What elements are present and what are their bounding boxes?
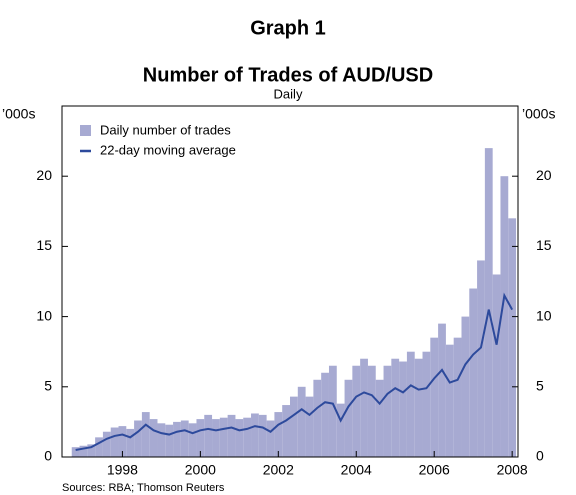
bar [344,379,353,457]
bar [461,316,470,457]
x-tick-label: 2004 [341,462,372,478]
bar [352,365,361,457]
frequency: Daily [274,86,303,101]
bar [258,414,267,457]
bar [173,421,181,457]
plot-frame [61,105,519,458]
bar [414,358,423,457]
bar [391,358,400,457]
bar [79,445,88,457]
y2-unit: ’000s [522,106,555,122]
bar [492,274,501,457]
bar [328,365,337,457]
bar [375,379,384,457]
bar [134,420,142,457]
bar [469,288,478,457]
y-tick-label: 5 [44,378,52,394]
bar [110,427,119,457]
bar [321,372,329,457]
bar [196,419,205,457]
bar [165,424,174,457]
y2-tick-label: 20 [536,167,552,183]
y-tick-label: 20 [36,167,52,183]
legend-swatch [80,125,91,136]
bar [477,260,485,457]
bar [305,396,314,457]
bar [126,428,135,457]
x-tick-label: 2002 [263,462,294,478]
bar [383,365,392,457]
bar [71,447,80,457]
bar [102,431,111,457]
y-tick-label: 10 [36,307,52,323]
y2-tick-label: 5 [536,378,544,394]
bar [422,351,431,457]
bar [406,351,415,457]
bar [251,413,259,457]
y-unit: ’000s [2,106,35,122]
bar [313,379,322,457]
x-tick-label: 2006 [419,462,450,478]
y2-tick-label: 15 [536,237,552,253]
source: Sources: RBA; Thomson Reuters [62,482,225,494]
bar [235,419,244,457]
bar [500,176,509,457]
bar [180,420,189,457]
bar [266,420,275,457]
bar [282,405,290,457]
legend-label: 22-day moving average [100,142,236,157]
bar [445,344,454,457]
bar [274,412,283,457]
line [75,292,514,451]
chart-subtitle: Number of Trades of AUD/USD [143,64,433,86]
bar [290,396,298,457]
bar [87,444,96,457]
bar [360,358,368,457]
bar [508,218,517,457]
bar [95,437,103,457]
bar [227,414,236,457]
chart-title: Graph 1 [250,17,326,39]
bar [243,417,252,457]
x-tick-label: 1998 [107,462,138,478]
bar [438,323,446,457]
bar [219,417,228,457]
bar [367,365,376,457]
x-tick-label: 2000 [185,462,216,478]
bar [204,414,213,457]
bar [141,412,150,457]
legend-label: Daily number of trades [100,122,231,137]
y-tick-label: 15 [36,237,52,253]
bar [297,386,306,457]
bar [453,337,462,457]
x-tick-label: 2008 [497,462,528,478]
bar [336,403,345,457]
bar [484,148,493,457]
y-tick-label: 0 [44,448,52,464]
bar [188,423,197,457]
y2-tick-label: 10 [536,307,552,323]
bar [157,423,166,457]
bar [118,426,127,457]
bar [149,419,158,457]
y2-tick-label: 0 [536,448,544,464]
bar [399,361,407,457]
bar [430,337,439,457]
bar [212,419,220,457]
